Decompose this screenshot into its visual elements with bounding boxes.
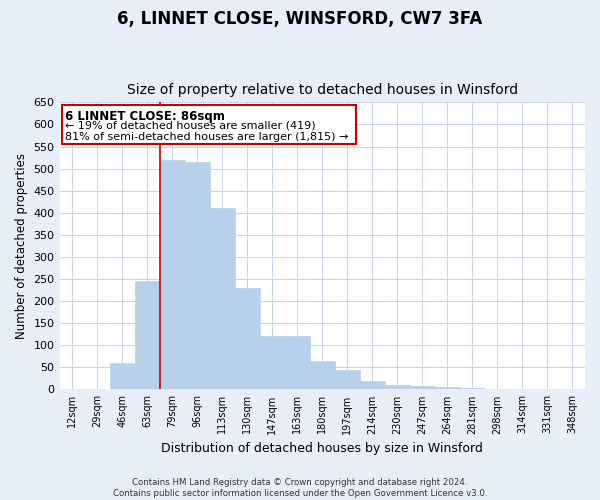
Title: Size of property relative to detached houses in Winsford: Size of property relative to detached ho… xyxy=(127,83,518,97)
Y-axis label: Number of detached properties: Number of detached properties xyxy=(15,153,28,339)
Bar xyxy=(209,208,235,390)
Bar xyxy=(510,388,535,390)
Bar xyxy=(360,380,385,390)
Bar xyxy=(185,162,209,390)
Bar xyxy=(285,336,310,390)
Bar xyxy=(310,360,335,390)
Text: 6 LINNET CLOSE: 86sqm: 6 LINNET CLOSE: 86sqm xyxy=(65,110,224,122)
Bar xyxy=(160,160,185,390)
Bar xyxy=(385,385,410,390)
Bar xyxy=(485,388,510,390)
Text: 6, LINNET CLOSE, WINSFORD, CW7 3FA: 6, LINNET CLOSE, WINSFORD, CW7 3FA xyxy=(118,10,482,28)
Text: Contains HM Land Registry data © Crown copyright and database right 2024.
Contai: Contains HM Land Registry data © Crown c… xyxy=(113,478,487,498)
Bar xyxy=(335,370,360,390)
Bar xyxy=(410,386,435,390)
Bar xyxy=(134,281,160,390)
X-axis label: Distribution of detached houses by size in Winsford: Distribution of detached houses by size … xyxy=(161,442,483,455)
Bar xyxy=(560,388,585,390)
Text: 81% of semi-detached houses are larger (1,815) →: 81% of semi-detached houses are larger (… xyxy=(65,132,348,142)
Bar xyxy=(260,336,285,390)
Bar xyxy=(235,288,260,390)
Bar xyxy=(110,363,134,390)
FancyBboxPatch shape xyxy=(62,105,356,144)
Bar xyxy=(435,387,460,390)
Bar xyxy=(460,388,485,390)
Text: ← 19% of detached houses are smaller (419): ← 19% of detached houses are smaller (41… xyxy=(65,121,316,131)
